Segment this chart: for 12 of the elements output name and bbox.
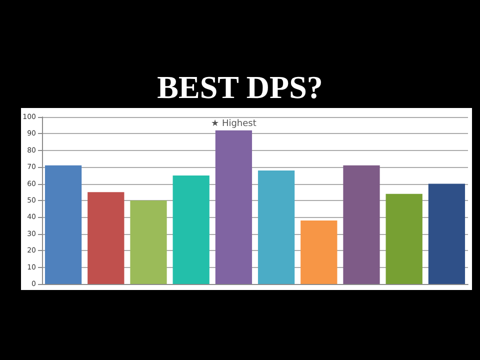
bar <box>300 220 338 284</box>
bar <box>130 200 167 284</box>
bar <box>88 192 124 284</box>
bar <box>215 130 252 284</box>
annotation: ★ Highest <box>211 118 257 129</box>
bar <box>343 165 380 284</box>
bar <box>386 194 422 284</box>
bar <box>258 170 295 284</box>
bar <box>44 165 82 284</box>
bar <box>172 175 210 284</box>
chart-title: BEST DPS? <box>157 69 323 105</box>
bar <box>428 184 466 284</box>
